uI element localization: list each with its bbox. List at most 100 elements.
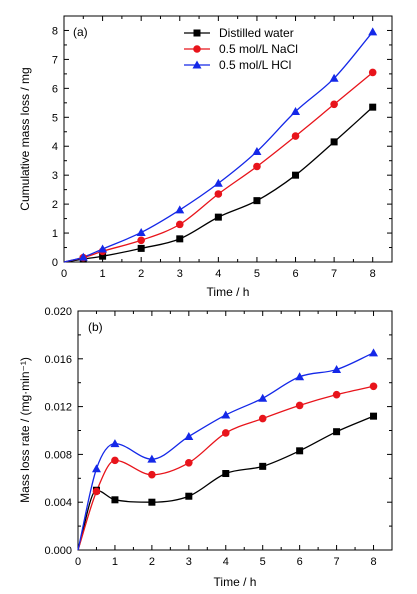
y-tick-label-b: 0.008 — [44, 449, 72, 461]
x-tick-label-a: 1 — [100, 268, 106, 280]
marker-0-5-mol-l-nacl-b — [369, 382, 378, 391]
x-tick-label-a: 8 — [370, 268, 376, 280]
plot-frame-b — [77, 310, 393, 551]
marker-0-5-mol-l-hcl-b — [184, 431, 194, 440]
marker-distilled-water-a — [253, 197, 261, 205]
marker-distilled-water-a — [137, 244, 145, 252]
legend-label-hcl: 0.5 mol/L HCl — [219, 58, 291, 72]
series-line-0-5-mol-l-hcl-b — [77, 352, 374, 551]
marker-0-5-mol-l-hcl-b — [221, 410, 231, 419]
panel-label-a: (a) — [73, 25, 88, 39]
marker-0-5-mol-l-nacl-b — [295, 401, 304, 410]
marker-0-5-mol-l-hcl-a — [175, 205, 185, 214]
y-tick-label-a: 4 — [52, 141, 58, 153]
marker-0-5-mol-l-hcl-b — [110, 439, 120, 448]
marker-0-5-mol-l-hcl-b — [258, 393, 268, 402]
y-tick-label-a: 5 — [52, 112, 58, 124]
legend-a: Distilled water 0.5 mol/L NaCl 0.5 mol/L… — [184, 26, 298, 72]
marker-0-5-mol-l-hcl-a — [78, 252, 88, 261]
y-tick-label-b: 0.000 — [44, 545, 72, 557]
legend-entry-distilled-water: Distilled water — [184, 26, 294, 40]
marker-0-5-mol-l-hcl-a — [98, 244, 108, 253]
x-tick-label-b: 8 — [370, 556, 376, 568]
x-tick-label-b: 0 — [75, 556, 81, 568]
x-tick-label-b: 2 — [149, 556, 155, 568]
marker-0-5-mol-l-hcl-b — [295, 372, 305, 381]
marker-0-5-mol-l-nacl-b — [221, 429, 230, 437]
marker-0-5-mol-l-nacl-a — [291, 132, 300, 140]
marker-distilled-water-a — [330, 138, 338, 146]
y-tick-labels-a: 0 1 2 3 4 5 6 7 8 — [52, 25, 58, 269]
marker-0-5-mol-l-hcl-a — [136, 227, 146, 236]
marker-0-5-mol-l-hcl-a — [368, 27, 378, 36]
y-tick-label-b: 0.004 — [44, 497, 72, 509]
tick-marks-a — [63, 16, 392, 263]
x-tick-label-a: 2 — [138, 268, 144, 280]
y-tick-label-a: 6 — [52, 83, 58, 95]
x-tick-labels-b: 0 1 2 3 4 5 6 7 8 — [75, 556, 377, 568]
y-tick-label-a: 7 — [52, 54, 58, 66]
x-axis-title-a: Time / h — [207, 285, 250, 299]
marker-0-5-mol-l-nacl-a — [253, 162, 261, 171]
marker-0-5-mol-l-nacl-b — [332, 390, 341, 399]
series-line-0-5-mol-l-nacl-b — [77, 385, 374, 551]
marker-0-5-mol-l-hcl-a — [329, 73, 339, 82]
x-tick-label-a: 6 — [292, 268, 298, 280]
marker-distilled-water-b — [148, 498, 156, 506]
marker-distilled-water-a — [292, 171, 300, 179]
marker-0-5-mol-l-nacl-b — [111, 456, 119, 465]
marker-distilled-water-b — [296, 447, 304, 455]
series-curves-b — [77, 352, 374, 551]
x-tick-label-a: 3 — [177, 268, 183, 280]
y-tick-label-a: 0 — [52, 257, 58, 269]
x-tick-label-b: 5 — [260, 556, 266, 568]
x-tick-label-b: 3 — [186, 556, 192, 568]
y-tick-label-b: 0.012 — [44, 402, 72, 414]
marker-distilled-water-b — [111, 496, 119, 504]
y-tick-label-b: 0.016 — [44, 354, 72, 366]
x-tick-label-b: 1 — [112, 556, 118, 568]
y-axis-title-a: Cumulative mass loss / mg — [18, 67, 32, 210]
y-tick-label-a: 8 — [52, 25, 58, 37]
marker-0-5-mol-l-nacl-a — [330, 100, 338, 109]
marker-0-5-mol-l-hcl-a — [213, 178, 223, 187]
legend-entry-nacl: 0.5 mol/L NaCl — [184, 42, 298, 56]
x-tick-label-a: 7 — [331, 268, 337, 280]
marker-0-5-mol-l-nacl-a — [214, 190, 223, 198]
series-markers-b — [91, 348, 379, 506]
y-axis-title-b: Mass loss rate / (mg·min⁻¹) — [18, 357, 32, 503]
y-tick-labels-b: 0.000 0.004 0.008 0.012 0.016 0.020 — [44, 306, 72, 557]
y-tick-label-a: 1 — [52, 228, 58, 240]
x-tick-label-a: 4 — [215, 268, 221, 280]
series-line-0-5-mol-l-hcl-a — [63, 31, 374, 263]
marker-0-5-mol-l-hcl-a — [291, 107, 301, 116]
series-line-distilled-water-b — [77, 415, 374, 551]
x-tick-label-b: 4 — [223, 556, 229, 568]
marker-0-5-mol-l-hcl-a — [252, 146, 262, 155]
x-tick-label-a: 5 — [254, 268, 260, 280]
legend-label-nacl: 0.5 mol/L NaCl — [219, 42, 298, 56]
marker-0-5-mol-l-hcl-b — [91, 464, 101, 473]
x-axis-title-b: Time / h — [214, 575, 257, 589]
marker-distilled-water-b — [259, 462, 267, 470]
legend-label-distilled-water: Distilled water — [219, 26, 294, 40]
legend-entry-hcl: 0.5 mol/L HCl — [184, 58, 291, 72]
series-markers-a — [78, 27, 378, 263]
marker-distilled-water-b — [333, 428, 341, 436]
marker-0-5-mol-l-hcl-b — [369, 348, 379, 357]
marker-distilled-water-b — [370, 412, 378, 420]
marker-distilled-water-a — [369, 103, 377, 111]
marker-0-5-mol-l-nacl-a — [137, 236, 145, 245]
marker-0-5-mol-l-hcl-b — [332, 365, 342, 374]
y-tick-label-b: 0.020 — [44, 306, 72, 318]
tick-marks-b — [77, 310, 392, 551]
x-tick-label-b: 7 — [334, 556, 340, 568]
chart-panel-a: 0 1 2 3 4 5 6 7 8 0 1 2 3 4 5 6 7 8 (a) Time / h Cumulat… — [18, 15, 393, 299]
marker-distilled-water-b — [222, 470, 230, 478]
x-tick-label-a: 0 — [61, 268, 67, 280]
marker-0-5-mol-l-nacl-b — [258, 414, 267, 423]
series-curves-a — [63, 31, 374, 263]
panel-label-b: (b) — [88, 320, 103, 334]
marker-distilled-water-a — [176, 235, 184, 243]
